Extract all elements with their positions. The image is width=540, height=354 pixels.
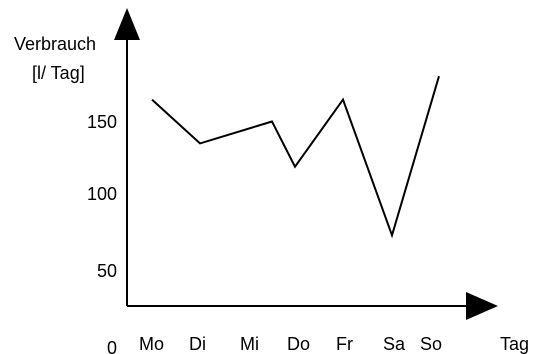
x-axis-arrow [466,292,498,320]
x-tick-label: Mo [139,334,164,354]
x-axis-label: Tag [500,334,529,354]
origin-label: 0 [107,338,117,354]
x-tick-label: Fr [336,334,353,354]
y-tick-label: 150 [87,112,117,132]
x-tick-label: Sa [383,334,406,354]
x-tick-label: Do [287,334,310,354]
y-tick-label: 50 [97,261,117,281]
x-tick-label: Di [189,334,206,354]
x-tick-label: Mi [240,334,259,354]
y-tick-label: 100 [87,184,117,204]
y-axis-arrow [114,8,140,40]
y-axis-label-line-1: Verbrauch [14,34,96,54]
series-line [151,75,440,239]
x-tick-label: So [420,334,442,354]
y-axis-label-line-2: [l/ Tag] [32,63,85,83]
data-points [152,76,439,235]
